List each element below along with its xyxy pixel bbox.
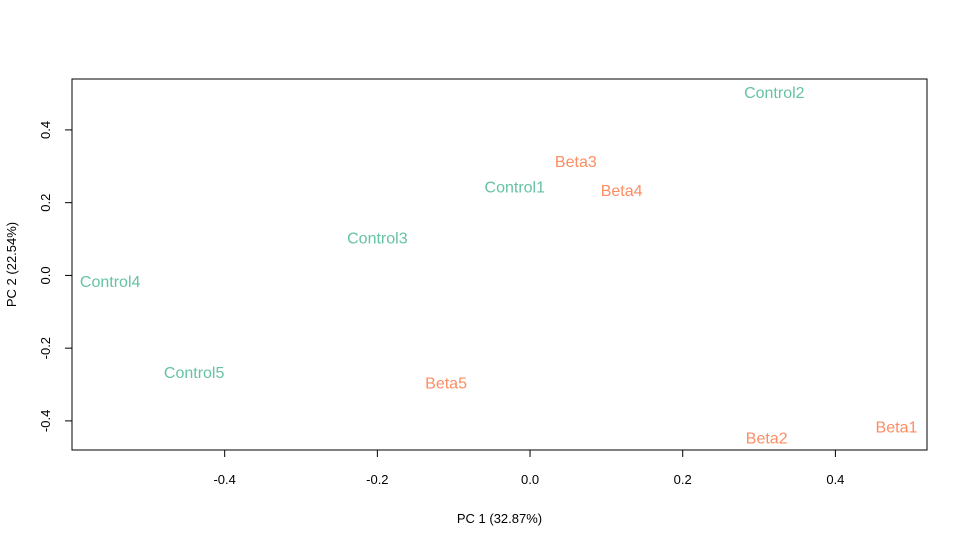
y-axis: -0.4 -0.2 0.0 0.2 0.4 [38, 121, 73, 432]
x-tick-label: -0.4 [213, 472, 235, 487]
x-tick-label: 0.2 [674, 472, 692, 487]
y-tick-label: 0.0 [38, 266, 53, 284]
point-label-beta2: Beta2 [746, 430, 788, 447]
point-label-control4: Control4 [80, 274, 141, 291]
x-axis: -0.4 -0.2 0.0 0.2 0.4 [213, 449, 844, 487]
point-label-control5: Control5 [164, 365, 225, 382]
x-axis-title: PC 1 (32.87%) [457, 511, 542, 526]
point-label-beta3: Beta3 [555, 154, 597, 171]
point-label-control2: Control2 [744, 85, 805, 102]
x-tick-label: -0.2 [366, 472, 388, 487]
point-labels: Control1 Control2 Control3 Control4 Control5… [80, 85, 918, 448]
y-tick-label: 0.2 [38, 194, 53, 212]
y-tick-label: 0.4 [38, 121, 53, 139]
point-label-control1: Control1 [485, 179, 546, 196]
x-tick-label: 0.0 [521, 472, 539, 487]
x-tick-label: 0.4 [826, 472, 844, 487]
point-label-beta1: Beta1 [876, 419, 918, 436]
y-tick-label: -0.2 [38, 337, 53, 359]
y-axis-title: PC 2 (22.54%) [4, 222, 19, 307]
point-label-beta5: Beta5 [425, 376, 467, 393]
point-label-beta4: Beta4 [601, 183, 643, 200]
y-tick-label: -0.4 [38, 410, 53, 432]
point-label-control3: Control3 [347, 230, 408, 247]
